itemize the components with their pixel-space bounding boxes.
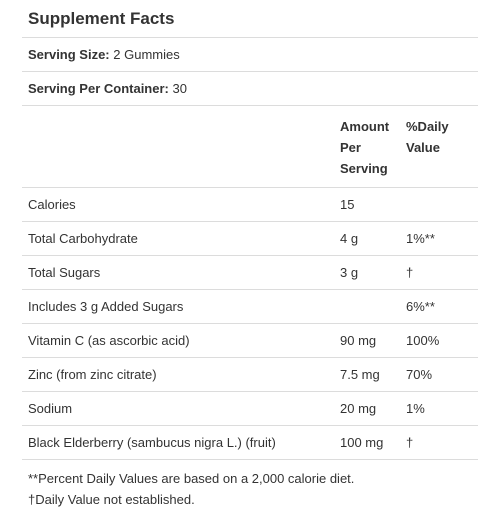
nutrient-daily-value: 1% xyxy=(406,401,425,416)
supplement-facts-panel: Supplement Facts Serving Size: 2 Gummies… xyxy=(22,0,478,510)
nutrient-amount: 3 g xyxy=(340,265,359,280)
nutrient-amount: 15 xyxy=(340,197,355,212)
nutrient-name: Total Sugars xyxy=(28,265,101,280)
serving-size-row: Serving Size: 2 Gummies xyxy=(22,38,478,72)
table-row: Total Carbohydrate 4 g 1%** xyxy=(22,222,478,256)
table-row: Includes 3 g Added Sugars 6%** xyxy=(22,290,478,324)
nutrient-amount xyxy=(340,290,406,323)
nutrient-amount: 90 mg xyxy=(340,333,377,348)
dv-header-line: Value xyxy=(406,140,440,155)
table-row: Zinc (from zinc citrate) 7.5 mg 70% xyxy=(22,358,478,392)
amount-header-line: Serving xyxy=(340,161,388,176)
serving-size-value: 2 Gummies xyxy=(113,47,180,62)
nutrient-name: Black Elderberry (sambucus nigra L.) (fr… xyxy=(28,435,276,450)
dv-header-line: %Daily xyxy=(406,119,449,134)
table-row: Black Elderberry (sambucus nigra L.) (fr… xyxy=(22,426,478,460)
nutrient-table: Calories 15 Total Carbohydrate 4 g 1%** Total… xyxy=(22,188,478,460)
amount-header-line: Amount xyxy=(340,119,390,134)
serving-size-label: Serving Size: xyxy=(28,47,110,62)
nutrient-name: Zinc (from zinc citrate) xyxy=(28,367,157,382)
table-row: Calories 15 xyxy=(22,188,478,222)
servings-per-container-label: Serving Per Container: xyxy=(28,81,169,96)
table-row: Sodium 20 mg 1% xyxy=(22,392,478,426)
footnotes: **Percent Daily Values are based on a 2,… xyxy=(22,460,478,510)
nutrient-name: Calories xyxy=(28,197,76,212)
nutrient-amount: 100 mg xyxy=(340,435,384,450)
servings-per-container-value: 30 xyxy=(172,81,187,96)
table-row: Total Sugars 3 g † xyxy=(22,256,478,290)
nutrient-daily-value: 100% xyxy=(406,333,440,348)
nutrient-daily-value xyxy=(406,188,476,221)
table-header: Amount Per Serving %Daily Value xyxy=(22,106,478,188)
table-row: Vitamin C (as ascorbic acid) 90 mg 100% xyxy=(22,324,478,358)
amount-per-serving-header: Amount Per Serving xyxy=(340,106,406,187)
amount-header-line: Per xyxy=(340,140,361,155)
nutrient-daily-value: 70% xyxy=(406,367,433,382)
nutrient-name: Sodium xyxy=(28,401,73,416)
header-spacer xyxy=(22,106,340,187)
nutrient-amount: 7.5 mg xyxy=(340,367,380,382)
footnote: **Percent Daily Values are based on a 2,… xyxy=(28,471,355,486)
nutrient-name: Includes 3 g Added Sugars xyxy=(28,299,184,314)
nutrient-amount: 4 g xyxy=(340,231,359,246)
nutrient-name: Total Carbohydrate xyxy=(28,231,138,246)
nutrient-amount: 20 mg xyxy=(340,401,377,416)
nutrient-daily-value: 6%** xyxy=(406,299,435,314)
nutrient-daily-value: † xyxy=(406,435,414,450)
servings-per-container-row: Serving Per Container: 30 xyxy=(22,72,478,106)
panel-title: Supplement Facts xyxy=(22,0,478,38)
nutrient-daily-value: 1%** xyxy=(406,231,435,246)
daily-value-header: %Daily Value xyxy=(406,106,476,187)
nutrient-name: Vitamin C (as ascorbic acid) xyxy=(28,333,190,348)
nutrient-daily-value: † xyxy=(406,265,414,280)
